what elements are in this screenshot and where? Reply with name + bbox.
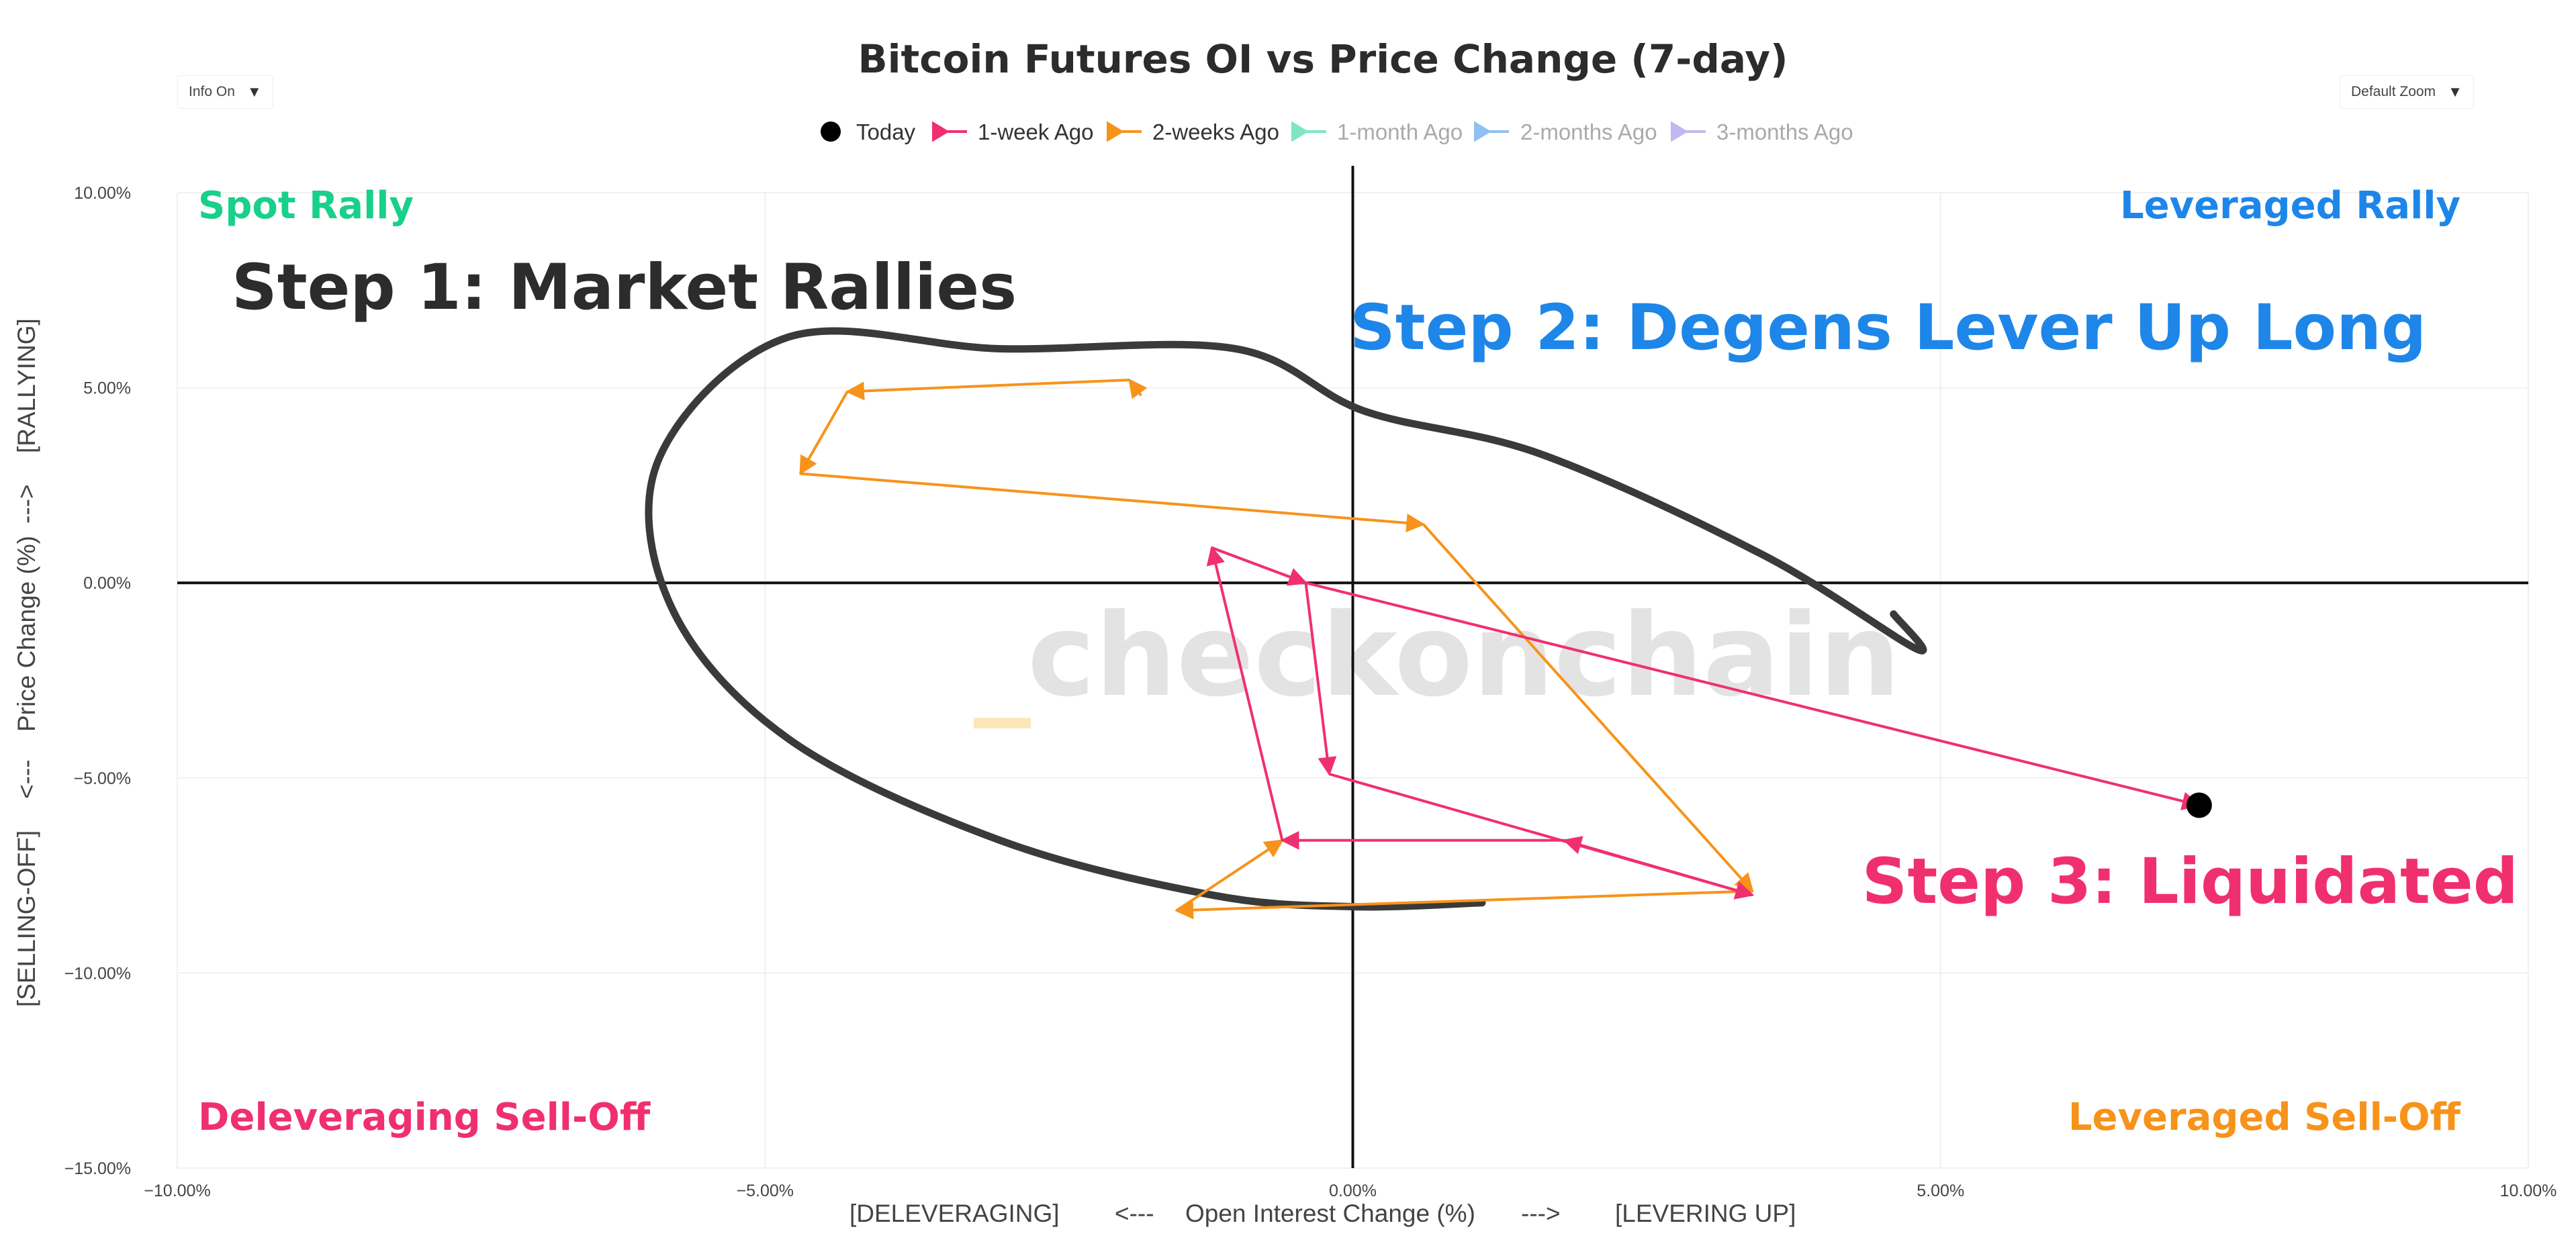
legend-marker-today[interactable] xyxy=(821,122,841,142)
legend-marker-2-months[interactable] xyxy=(1474,121,1509,142)
quadrant-deleveraging-sell-off: Deleveraging Sell-Off xyxy=(198,1096,651,1139)
legend-item-1-month[interactable]: 1-month Ago xyxy=(1337,119,1463,144)
y-tick-label: 10.00% xyxy=(74,184,131,203)
x-label-left: [DELEVERAGING] xyxy=(849,1200,1060,1227)
quadrant-spot-rally: Spot Rally xyxy=(198,184,414,228)
series-2-weeks-segment xyxy=(1175,839,1284,912)
legend: Today 1-week Ago 2-weeks Ago 1-month Ago… xyxy=(821,119,1853,144)
annotation-step-1: Step 1: Market Rallies xyxy=(232,251,1017,324)
x-tick-label: −10.00% xyxy=(144,1182,210,1200)
x-tick-label: 5.00% xyxy=(1917,1182,1964,1200)
x-axis-title: [DELEVERAGING] <--- Open Interest Change… xyxy=(849,1200,1796,1227)
chevron-down-icon: ▼ xyxy=(246,83,262,100)
annotation-step-3: Step 3: Liquidated xyxy=(1862,845,2518,918)
zoom-dropdown[interactable]: Default Zoom ▼ xyxy=(2340,75,2474,109)
legend-item-3-months[interactable]: 3-months Ago xyxy=(1716,119,1853,144)
y-tick-labels: 10.00% 5.00% 0.00% −5.00% −10.00% −15.00% xyxy=(64,184,131,1178)
legend-marker-2-weeks[interactable] xyxy=(1107,121,1142,142)
series-1-week-segment xyxy=(1305,581,2201,810)
y-tick-label: 5.00% xyxy=(83,379,131,398)
y-tick-label: 0.00% xyxy=(83,574,131,593)
legend-item-today[interactable]: Today xyxy=(856,119,916,144)
axes xyxy=(177,166,2528,1168)
series-2-weeks-segment xyxy=(800,472,1426,532)
zoom-label: Default Zoom xyxy=(2351,84,2436,99)
y-tick-label: −10.00% xyxy=(64,964,131,983)
y-tick-label: −15.00% xyxy=(64,1159,131,1178)
series-2-weeks-segment xyxy=(1175,890,1753,920)
y-label-top-arrow: ---> xyxy=(13,484,40,524)
y-label-bottom: [SELLING-OFF] xyxy=(13,830,40,1007)
chart-title: Bitcoin Futures OI vs Price Change (7-da… xyxy=(858,36,1788,82)
watermark-accent: _ xyxy=(974,596,1031,729)
watermark: checkonchain xyxy=(1027,589,1900,722)
info-toggle-dropdown[interactable]: Info On ▼ xyxy=(177,75,273,109)
series-layer xyxy=(799,378,2212,920)
x-label-left-arrow: <--- xyxy=(1115,1200,1154,1227)
x-label-right: [LEVERING UP] xyxy=(1615,1200,1796,1227)
x-tick-label: 10.00% xyxy=(2500,1182,2557,1200)
x-tick-label: 0.00% xyxy=(1329,1182,1377,1200)
y-axis-title: [SELLING-OFF] <--- Price Change (%) --->… xyxy=(13,318,40,1007)
quadrant-leveraged-sell-off: Leveraged Sell-Off xyxy=(2068,1096,2461,1139)
series-2-weeks-segment xyxy=(1422,523,1754,893)
legend-item-1-week[interactable]: 1-week Ago xyxy=(978,119,1093,144)
chevron-down-icon: ▼ xyxy=(2448,83,2463,100)
annotation-loop xyxy=(645,327,1927,911)
series-1-week-segment xyxy=(1304,582,1337,776)
legend-marker-3-months[interactable] xyxy=(1671,121,1706,142)
legend-item-2-weeks[interactable]: 2-weeks Ago xyxy=(1152,119,1279,144)
series-1-week-segment xyxy=(1211,546,1308,586)
series-1-week-segment xyxy=(1206,546,1284,841)
y-tick-label: −5.00% xyxy=(74,769,132,788)
series-1-week-segment xyxy=(1562,836,1753,897)
series-2-weeks-segment xyxy=(799,391,849,475)
quadrant-leveraged-rally: Leveraged Rally xyxy=(2120,184,2460,228)
x-label-right-arrow: ---> xyxy=(1521,1200,1561,1227)
x-tick-labels: −10.00% −5.00% 0.00% 5.00% 10.00% xyxy=(144,1182,2557,1200)
legend-item-2-months[interactable]: 2-months Ago xyxy=(1520,119,1657,144)
y-label-center: Price Change (%) xyxy=(13,536,40,732)
series-today-point xyxy=(2186,792,2212,818)
x-label-center: Open Interest Change (%) xyxy=(1185,1200,1475,1227)
annotation-step-2: Step 2: Degens Lever Up Long xyxy=(1350,291,2426,365)
info-toggle-label: Info On xyxy=(189,84,235,99)
y-label-bottom-arrow: <--- xyxy=(13,759,40,799)
series-2-weeks-segment xyxy=(1128,378,1148,399)
y-label-top: [RALLYING] xyxy=(13,318,40,453)
legend-marker-1-week[interactable] xyxy=(932,121,967,142)
legend-marker-1-month[interactable] xyxy=(1291,121,1326,142)
x-tick-label: −5.00% xyxy=(737,1182,794,1200)
series-2-weeks-segment xyxy=(845,378,1130,401)
